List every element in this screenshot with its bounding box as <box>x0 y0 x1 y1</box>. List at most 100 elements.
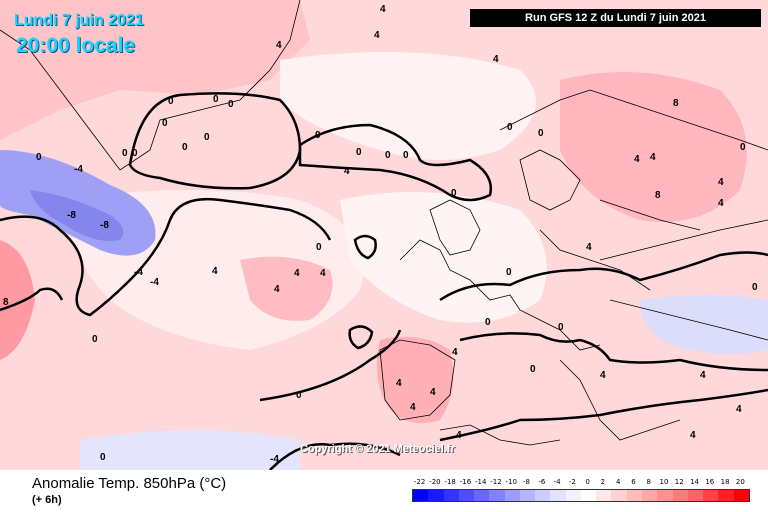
legend-swatch <box>718 490 734 501</box>
map-value-label: 8 <box>3 297 9 308</box>
map-value-label: -4 <box>150 277 159 288</box>
zero-contour-south <box>259 329 768 470</box>
legend-tick: -14 <box>475 478 487 486</box>
legend-swatch <box>687 490 704 501</box>
map-value-label: 0 <box>168 96 174 107</box>
legend-tick: -4 <box>553 478 561 486</box>
map-value-label: 4 <box>276 40 282 51</box>
map-value-label: 4 <box>586 242 592 253</box>
map-value-label: 4 <box>212 266 218 277</box>
copyright-notice: Copyright © 2021 Meteociel.fr <box>300 443 455 455</box>
coastlines <box>0 0 768 446</box>
map-value-label: 0 <box>316 242 322 253</box>
legend-swatch <box>672 490 688 501</box>
zero-contour-europe <box>439 251 768 302</box>
legend-swatch <box>733 490 749 501</box>
legend-color-bar <box>412 489 750 502</box>
legend-swatch <box>413 490 429 501</box>
legend-swatch <box>428 490 444 501</box>
legend-swatch <box>580 490 597 501</box>
map-value-label: 0 <box>538 128 544 139</box>
map-value-label: 4 <box>320 268 326 279</box>
legend-tick: 14 <box>690 478 699 486</box>
map-value-label: 0 <box>100 452 106 463</box>
map-value-label: -4 <box>74 164 83 175</box>
map-value-label: 4 <box>493 54 499 65</box>
map-value-label: 0 <box>558 322 564 333</box>
map-value-label: 4 <box>650 152 656 163</box>
legend-tick: 8 <box>646 478 651 486</box>
legend-tick: -22 <box>413 478 426 486</box>
legend-swatch <box>596 490 612 501</box>
map-value-label: 0 <box>213 94 219 105</box>
anomaly-area-cold-east <box>640 295 768 354</box>
map-value-label: 4 <box>430 387 436 398</box>
legend-tick: 20 <box>735 478 745 486</box>
legend-swatch <box>657 490 673 501</box>
legend-tick: 16 <box>705 478 715 486</box>
map-value-label: 0 <box>451 188 457 199</box>
legend-tick: -16 <box>459 478 472 486</box>
map-value-label: 4 <box>634 154 640 165</box>
legend-swatch <box>641 490 658 501</box>
map-value-label: 0 <box>204 132 210 143</box>
map-value-label: 8 <box>673 98 679 109</box>
legend-tick: 12 <box>674 478 684 486</box>
map-value-label: 0 <box>740 142 746 153</box>
forecast-local-time: 20:00 locale <box>16 34 136 57</box>
legend-tick: -12 <box>490 478 502 486</box>
anomaly-labels: 4 4 4 4 0 0 0 0 0 0 0 0 0 0 0 0 -4 0 0 0… <box>3 4 758 465</box>
map-value-label: 0 <box>385 150 391 161</box>
legend-swatch <box>519 490 536 501</box>
map-value-label: 4 <box>718 198 724 209</box>
anomaly-area-cold-core <box>30 190 124 241</box>
anomaly-map: 4 4 4 4 0 0 0 0 0 0 0 0 0 0 0 0 -4 0 0 0… <box>0 0 768 470</box>
legend-swatch <box>550 490 566 501</box>
anomaly-area-neutral-north <box>280 52 536 160</box>
map-value-label: 4 <box>456 430 462 441</box>
zero-contour-iceland <box>348 234 377 350</box>
model-run-banner: Run GFS 12 Z du Lundi 7 juin 2021 <box>470 9 761 27</box>
map-value-label: 0 <box>507 122 513 133</box>
zero-contour-atlantic-west <box>0 197 332 317</box>
map-value-label: 0 <box>752 282 758 293</box>
map-value-label: 4 <box>396 378 402 389</box>
anomaly-area-warm-scandinavia <box>560 72 747 222</box>
legend-swatch <box>535 490 551 501</box>
legend-tick: -18 <box>444 478 456 486</box>
legend-tick: -6 <box>538 478 546 486</box>
map-value-label: 4 <box>344 166 350 177</box>
map-value-label: 8 <box>655 190 661 201</box>
map-value-label: 0 <box>296 390 302 401</box>
map-value-label: 4 <box>700 370 706 381</box>
map-value-label: 4 <box>380 4 386 15</box>
zero-contour-north-atlantic <box>298 123 493 202</box>
legend-tick: -20 <box>429 478 441 486</box>
legend-tick: -2 <box>568 478 576 486</box>
legend-tick: 18 <box>720 478 730 486</box>
legend-swatch <box>474 490 490 501</box>
legend-tick: -10 <box>505 478 517 486</box>
anomaly-area-warm-central <box>240 256 333 321</box>
map-value-label: 0 <box>506 267 512 278</box>
map-value-label: 0 <box>403 150 409 161</box>
legend-tick-labels: -22 -20 -18 -16 -14 -12 -10 -8 -6 -4 -2 0 2 4 6 8 10 12 14… <box>412 478 752 488</box>
map-value-label: -8 <box>100 220 109 231</box>
map-value-label: 0 <box>36 152 42 163</box>
legend-swatch <box>565 490 581 501</box>
map-value-label: 0 <box>122 148 128 159</box>
map-value-label: 4 <box>410 402 416 413</box>
map-value-label: 0 <box>228 99 234 110</box>
map-value-label: 4 <box>452 347 458 358</box>
map-value-label: -4 <box>270 454 279 465</box>
map-value-label: 0 <box>182 142 188 153</box>
field-title: Anomalie Temp. 850hPa (°C) <box>32 475 227 492</box>
zero-contour-mediterranean <box>459 332 768 372</box>
map-value-label: 0 <box>162 118 168 129</box>
map-value-label: -8 <box>67 210 76 221</box>
legend-tick: -8 <box>523 478 531 486</box>
anomaly-area-warm-far-west <box>0 240 35 360</box>
legend-swatch <box>443 490 459 501</box>
legend-swatch <box>611 490 627 501</box>
anomaly-area-pink-west <box>0 0 310 140</box>
